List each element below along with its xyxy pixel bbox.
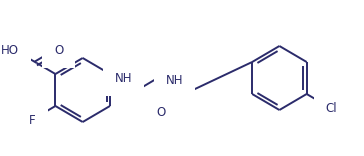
Text: F: F xyxy=(29,114,36,127)
Text: Cl: Cl xyxy=(326,102,337,115)
Text: HO: HO xyxy=(1,44,19,58)
Text: O: O xyxy=(54,44,63,56)
Text: NH: NH xyxy=(166,73,183,86)
Text: O: O xyxy=(157,105,166,119)
Text: NH: NH xyxy=(115,71,132,85)
